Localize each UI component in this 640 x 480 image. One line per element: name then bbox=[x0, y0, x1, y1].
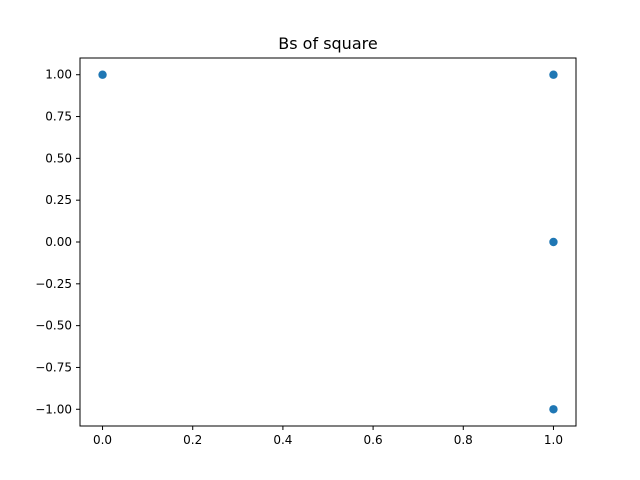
y-tick-label: −0.50 bbox=[35, 319, 72, 333]
scatter-point bbox=[549, 405, 558, 414]
x-tick-label: 0.8 bbox=[454, 433, 473, 447]
scatter-point bbox=[98, 70, 107, 79]
data-points bbox=[98, 70, 558, 414]
x-tick-label: 0.2 bbox=[183, 433, 202, 447]
chart-title: Bs of square bbox=[278, 34, 377, 53]
y-tick-label: −1.00 bbox=[35, 402, 72, 416]
plot-area-frame bbox=[79, 57, 577, 427]
scatter-point bbox=[549, 237, 558, 247]
x-tick-label: 0.4 bbox=[273, 433, 292, 447]
x-tick-label: 1.0 bbox=[544, 433, 563, 447]
y-tick-label: −0.25 bbox=[35, 277, 72, 291]
y-tick-label: 0.75 bbox=[45, 110, 72, 124]
scatter-point bbox=[549, 70, 558, 79]
y-tick-label: 1.00 bbox=[45, 68, 72, 82]
y-tick-label: 0.25 bbox=[45, 193, 72, 207]
x-tick-label: 0.0 bbox=[93, 433, 112, 447]
y-tick-label: −0.75 bbox=[35, 360, 72, 374]
axis-ticks: 0.0 0.2 0.4 0.6 0.8 1.0 1.00 0.75 0.50 0.25 0.00 −0… bbox=[35, 68, 563, 447]
y-tick-label: 0.00 bbox=[45, 235, 72, 249]
y-tick-label: 0.50 bbox=[45, 151, 72, 165]
x-tick-label: 0.6 bbox=[364, 433, 383, 447]
